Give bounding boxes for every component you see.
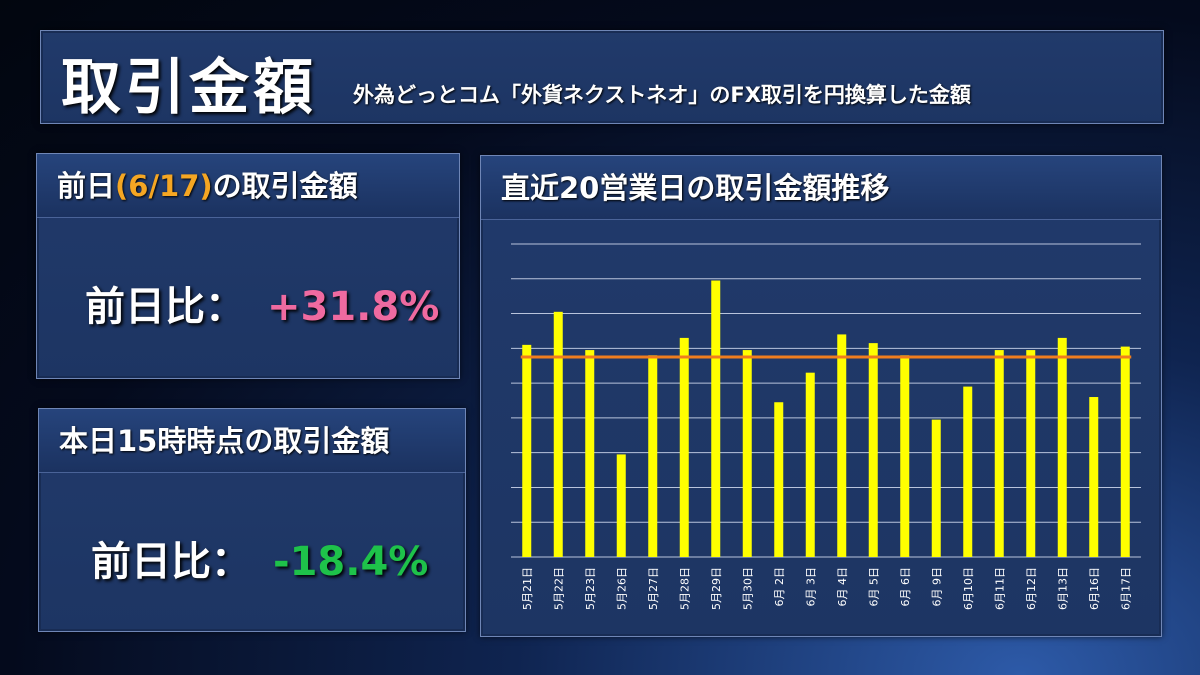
x-tick-label-12: 6月 6日 xyxy=(899,567,912,607)
previous-day-card: 前日(6/17)の取引金額 前日比： +31.8% xyxy=(36,153,460,379)
x-tick-label-9: 6月 3日 xyxy=(804,567,817,607)
bar-11 xyxy=(868,343,878,557)
ratio-label: 前日比： xyxy=(85,284,245,330)
bar-17 xyxy=(1057,337,1067,557)
x-tick-label-3: 5月26日 xyxy=(615,567,628,610)
page-subtitle: 外為どっとコム「外貨ネクストネオ」のFX取引を円換算した金額 xyxy=(353,83,971,107)
bar-0 xyxy=(522,344,532,557)
bar-2 xyxy=(585,350,595,557)
x-tick-label-11: 6月 5日 xyxy=(867,567,880,607)
x-tick-label-19: 6月17日 xyxy=(1119,567,1132,610)
title-suffix: の取引金額 xyxy=(212,169,358,203)
x-tick-label-4: 5月27日 xyxy=(647,567,660,610)
x-tick-label-2: 5月23日 xyxy=(584,567,597,610)
bar-6 xyxy=(711,280,721,557)
today-card: 本日15時時点の取引金額 前日比： -18.4% xyxy=(38,408,466,632)
chart-panel-title: 直近20営業日の取引金額推移 xyxy=(481,156,1161,220)
bar-12 xyxy=(900,355,910,557)
x-tick-label-1: 5月22日 xyxy=(552,567,565,610)
previous-day-ratio: 前日比： +31.8% xyxy=(37,274,459,332)
previous-day-card-title: 前日(6/17)の取引金額 xyxy=(37,154,459,218)
bar-10 xyxy=(837,334,847,557)
bar-15 xyxy=(994,350,1004,557)
bar-8 xyxy=(774,402,784,557)
x-tick-label-6: 5月29日 xyxy=(710,567,723,610)
ratio-value-positive: +31.8% xyxy=(267,284,440,330)
ratio-label: 前日比： xyxy=(91,539,251,585)
bar-16 xyxy=(1026,350,1036,557)
page-title: 取引金額 xyxy=(61,53,317,123)
bar-3 xyxy=(616,454,626,557)
title-date: (6/17) xyxy=(115,169,213,203)
chart-panel: 直近20営業日の取引金額推移 5月21日 5月22日 5月23日 5月26日 5月27日… xyxy=(480,155,1162,637)
x-tick-label-16: 6月12日 xyxy=(1025,567,1038,610)
header-banner: 取引金額 外為どっとコム「外貨ネクストネオ」のFX取引を円換算した金額 xyxy=(40,30,1164,124)
bar-19 xyxy=(1120,346,1130,557)
bar-18 xyxy=(1089,397,1099,557)
today-ratio: 前日比： -18.4% xyxy=(39,529,465,587)
bar-5 xyxy=(679,337,689,557)
x-tick-label-14: 6月10日 xyxy=(962,567,975,610)
x-tick-label-8: 6月 2日 xyxy=(773,567,786,607)
ratio-value-negative: -18.4% xyxy=(273,539,429,585)
x-tick-label-15: 6月11日 xyxy=(993,567,1006,610)
today-card-title: 本日15時時点の取引金額 xyxy=(39,409,465,473)
bar-13 xyxy=(931,419,941,557)
x-tick-label-5: 5月28日 xyxy=(678,567,691,610)
bar-1 xyxy=(553,311,563,557)
bar-9 xyxy=(805,372,815,557)
bar-chart: 5月21日 5月22日 5月23日 5月26日 5月27日 5月28日 5月29日 5月30日… xyxy=(511,243,1141,610)
bar-7 xyxy=(742,350,752,557)
x-tick-label-0: 5月21日 xyxy=(521,567,534,610)
x-tick-label-10: 6月 4日 xyxy=(836,567,849,607)
title-prefix: 前日 xyxy=(57,169,116,203)
x-tick-label-13: 6月 9日 xyxy=(930,567,943,607)
bar-4 xyxy=(648,355,658,557)
x-tick-label-17: 6月13日 xyxy=(1056,567,1069,610)
x-tick-label-18: 6月16日 xyxy=(1088,567,1101,610)
bar-14 xyxy=(963,386,973,557)
x-tick-label-7: 5月30日 xyxy=(741,567,754,610)
